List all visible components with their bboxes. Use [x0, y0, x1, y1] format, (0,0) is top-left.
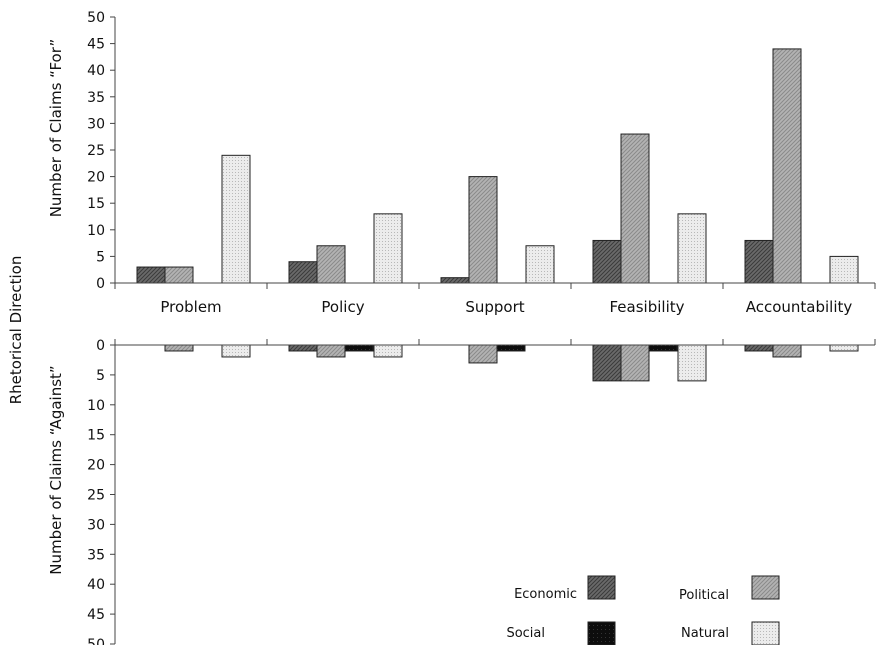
x-category-label-accountability: Accountability [746, 298, 853, 316]
x-category-label-support: Support [465, 298, 524, 316]
y-tick-label-against-15: 15 [87, 428, 105, 444]
legend-label-political: Political [679, 588, 729, 603]
y-tick-label-against-35: 35 [87, 547, 105, 563]
bar-for-policy-political [316, 245, 346, 284]
y-tick-label-for-45: 45 [87, 37, 105, 53]
bar-against-support-social [496, 344, 526, 352]
y-tick-label-for-20: 20 [87, 170, 105, 186]
y-tick-label-for-40: 40 [87, 63, 105, 79]
y-tick-label-for-0: 0 [96, 276, 105, 292]
bar-for-problem-political [164, 266, 194, 284]
bar-against-accountability-political [772, 344, 802, 358]
y-tick-label-against-25: 25 [87, 488, 105, 504]
bar-for-accountability-natural [829, 255, 859, 284]
bars-layer [136, 48, 859, 382]
y-tick-label-for-30: 30 [87, 116, 105, 132]
bar-against-policy-natural [373, 344, 403, 358]
y-tick-label-against-20: 20 [87, 458, 105, 474]
bar-against-feasibility-natural [677, 344, 707, 382]
y-tick-label-for-5: 5 [96, 249, 105, 265]
y-tick-label-for-35: 35 [87, 90, 105, 106]
legend-label-social: Social [506, 626, 545, 641]
x-category-label-problem: Problem [160, 298, 221, 316]
bar-for-policy-economic [288, 261, 318, 284]
y-tick-label-against-10: 10 [87, 398, 105, 414]
x-category-label-policy: Policy [321, 298, 364, 316]
y-tick-label-against-50: 50 [87, 637, 105, 645]
bar-for-support-natural [525, 245, 555, 284]
bar-for-feasibility-natural [677, 213, 707, 284]
y-tick-label-for-10: 10 [87, 223, 105, 239]
y-tick-label-for-25: 25 [87, 143, 105, 159]
bar-for-accountability-economic [744, 239, 774, 284]
bar-for-problem-economic [136, 266, 166, 284]
legend-swatch-social [587, 621, 616, 645]
bar-against-policy-economic [288, 344, 318, 352]
bar-for-feasibility-economic [592, 239, 622, 284]
bar-for-accountability-political [772, 48, 802, 284]
y-axis-title-against: Number of Claims “Against” [47, 365, 65, 574]
y-tick-label-for-50: 50 [87, 10, 105, 26]
legend: Economic Political Social Natural [506, 575, 780, 645]
bar-against-problem-natural [221, 344, 251, 358]
bar-against-policy-political [316, 344, 346, 358]
bar-against-policy-social [344, 344, 374, 352]
bar-against-feasibility-social [648, 344, 678, 352]
bar-against-support-political [468, 344, 498, 364]
bar-against-accountability-natural [829, 344, 859, 352]
legend-swatch-political [751, 575, 780, 600]
bar-for-problem-natural [221, 154, 251, 284]
y-tick-label-for-15: 15 [87, 196, 105, 212]
bar-for-policy-natural [373, 213, 403, 284]
legend-swatch-natural [751, 621, 780, 645]
legend-label-natural: Natural [681, 626, 729, 641]
bar-against-feasibility-economic [592, 344, 622, 382]
bar-against-problem-political [164, 344, 194, 352]
x-category-label-feasibility: Feasibility [610, 298, 685, 316]
bar-against-feasibility-political [620, 344, 650, 382]
y-tick-label-against-30: 30 [87, 517, 105, 533]
y-axis-title-for: Number of Claims “For” [47, 39, 65, 218]
bar-against-accountability-economic [744, 344, 774, 352]
y-tick-label-against-40: 40 [87, 577, 105, 593]
y-tick-label-against-0: 0 [96, 338, 105, 354]
bar-for-support-political [468, 176, 498, 284]
y-tick-label-against-5: 5 [96, 368, 105, 384]
bar-for-feasibility-political [620, 133, 650, 284]
figure-title: Rhetorical Direction [7, 256, 25, 405]
bar-for-support-economic [440, 277, 470, 284]
y-tick-label-against-45: 45 [87, 607, 105, 623]
legend-swatch-economic [587, 575, 616, 600]
axes-layer: 0 5 10 15 20 25 30 35 40 45 50 0 5 10 15 20 25 30 35 40 45 50… [87, 10, 876, 645]
legend-label-economic: Economic [514, 587, 577, 602]
